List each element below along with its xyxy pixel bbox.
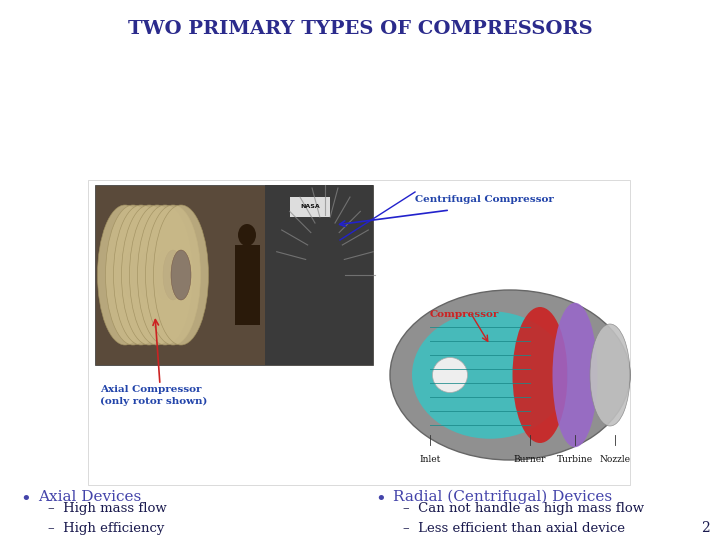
- Bar: [95, 185, 373, 365]
- Text: •: •: [20, 490, 31, 508]
- Ellipse shape: [171, 250, 191, 300]
- Text: 2: 2: [701, 521, 710, 535]
- Ellipse shape: [130, 205, 184, 345]
- Ellipse shape: [122, 205, 176, 345]
- Text: Centrifugal Compressor: Centrifugal Compressor: [415, 195, 554, 204]
- Ellipse shape: [138, 205, 192, 345]
- Ellipse shape: [513, 307, 567, 443]
- Ellipse shape: [163, 250, 183, 300]
- Ellipse shape: [123, 250, 143, 300]
- Ellipse shape: [153, 205, 209, 345]
- Text: –  Can not handle as high mass flow: – Can not handle as high mass flow: [403, 502, 644, 515]
- Bar: [235, 245, 260, 325]
- Text: –  Less efficient than axial device: – Less efficient than axial device: [403, 522, 625, 535]
- Text: Turbine: Turbine: [557, 455, 593, 464]
- Text: NASA: NASA: [300, 205, 320, 210]
- Ellipse shape: [433, 357, 467, 393]
- Ellipse shape: [412, 311, 568, 438]
- Ellipse shape: [115, 250, 135, 300]
- Ellipse shape: [147, 250, 167, 300]
- Text: Inlet: Inlet: [419, 455, 441, 464]
- Ellipse shape: [390, 290, 630, 460]
- Ellipse shape: [552, 303, 598, 447]
- Text: Axial Compressor: Axial Compressor: [100, 385, 202, 394]
- Bar: [88, 180, 630, 485]
- Ellipse shape: [131, 250, 151, 300]
- Ellipse shape: [155, 250, 175, 300]
- Text: •: •: [375, 490, 386, 508]
- Text: (only rotor shown): (only rotor shown): [100, 397, 207, 406]
- Text: Radial (Centrifugal) Devices: Radial (Centrifugal) Devices: [393, 490, 612, 504]
- Bar: [265, 185, 373, 365]
- Ellipse shape: [114, 205, 168, 345]
- Text: –  High mass flow: – High mass flow: [48, 502, 167, 515]
- Text: Burner: Burner: [514, 455, 546, 464]
- Ellipse shape: [97, 205, 153, 345]
- Text: Axial Devices: Axial Devices: [38, 490, 141, 504]
- Text: Compressor: Compressor: [430, 310, 500, 319]
- Ellipse shape: [145, 205, 200, 345]
- Bar: [290, 197, 330, 217]
- Text: Nozzle: Nozzle: [600, 455, 631, 464]
- Text: TWO PRIMARY TYPES OF COMPRESSORS: TWO PRIMARY TYPES OF COMPRESSORS: [127, 20, 593, 38]
- Ellipse shape: [139, 250, 159, 300]
- Ellipse shape: [590, 324, 630, 426]
- Ellipse shape: [106, 205, 161, 345]
- Text: –  High efficiency: – High efficiency: [48, 522, 164, 535]
- Ellipse shape: [238, 224, 256, 246]
